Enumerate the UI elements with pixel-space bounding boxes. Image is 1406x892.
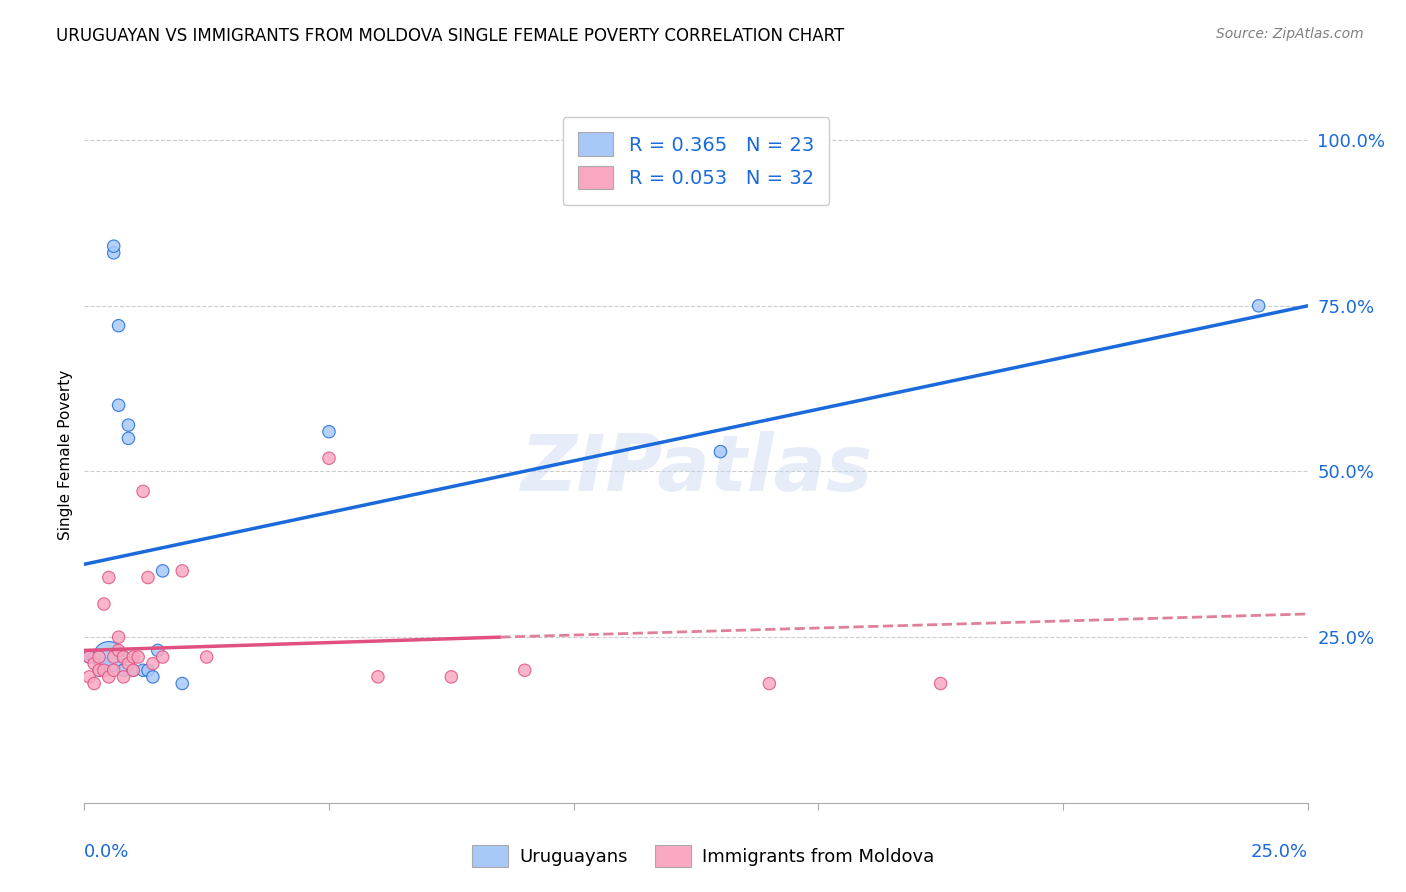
Point xyxy=(93,657,115,671)
Point xyxy=(127,650,149,665)
Point xyxy=(83,676,105,690)
Text: ZIPatlas: ZIPatlas xyxy=(520,431,872,507)
Point xyxy=(318,451,340,466)
Point xyxy=(136,570,159,584)
Point xyxy=(132,484,155,499)
Point xyxy=(77,650,100,665)
Point xyxy=(513,663,536,677)
Point xyxy=(152,564,174,578)
Point xyxy=(107,318,129,333)
Point xyxy=(122,650,145,665)
Point xyxy=(117,657,139,671)
Point xyxy=(107,630,129,644)
Text: Source: ZipAtlas.com: Source: ZipAtlas.com xyxy=(1216,27,1364,41)
Point xyxy=(195,650,218,665)
Point xyxy=(142,657,165,671)
Point xyxy=(709,444,731,458)
Point xyxy=(112,663,135,677)
Point xyxy=(83,657,105,671)
Point xyxy=(87,663,110,677)
Point xyxy=(1247,299,1270,313)
Text: 25.0%: 25.0% xyxy=(1250,843,1308,861)
Text: URUGUAYAN VS IMMIGRANTS FROM MOLDOVA SINGLE FEMALE POVERTY CORRELATION CHART: URUGUAYAN VS IMMIGRANTS FROM MOLDOVA SIN… xyxy=(56,27,845,45)
Point xyxy=(83,650,105,665)
Point xyxy=(97,570,120,584)
Point xyxy=(87,663,110,677)
Point xyxy=(122,663,145,677)
Point xyxy=(758,676,780,690)
Point xyxy=(136,663,159,677)
Point xyxy=(112,670,135,684)
Point xyxy=(117,431,139,445)
Point xyxy=(172,564,194,578)
Text: 0.0%: 0.0% xyxy=(84,843,129,861)
Point xyxy=(132,663,155,677)
Point xyxy=(93,663,115,677)
Point xyxy=(112,650,135,665)
Point xyxy=(107,643,129,657)
Point xyxy=(367,670,389,684)
Point xyxy=(93,597,115,611)
Point xyxy=(77,670,100,684)
Point xyxy=(87,650,110,665)
Legend: Uruguayans, Immigrants from Moldova: Uruguayans, Immigrants from Moldova xyxy=(465,838,941,874)
Point xyxy=(103,650,125,665)
Point xyxy=(103,239,125,253)
Point xyxy=(122,663,145,677)
Point xyxy=(103,245,125,260)
Point xyxy=(142,670,165,684)
Y-axis label: Single Female Poverty: Single Female Poverty xyxy=(58,370,73,540)
Point xyxy=(152,650,174,665)
Point xyxy=(112,650,135,665)
Point xyxy=(440,670,463,684)
Point xyxy=(146,643,169,657)
Point xyxy=(97,670,120,684)
Point xyxy=(77,650,100,665)
Point xyxy=(172,676,194,690)
Point xyxy=(117,418,139,433)
Point xyxy=(318,425,340,439)
Point xyxy=(97,650,120,665)
Point xyxy=(103,663,125,677)
Legend: R = 0.365   N = 23, R = 0.053   N = 32: R = 0.365 N = 23, R = 0.053 N = 32 xyxy=(562,117,830,205)
Point xyxy=(107,398,129,412)
Point xyxy=(929,676,952,690)
